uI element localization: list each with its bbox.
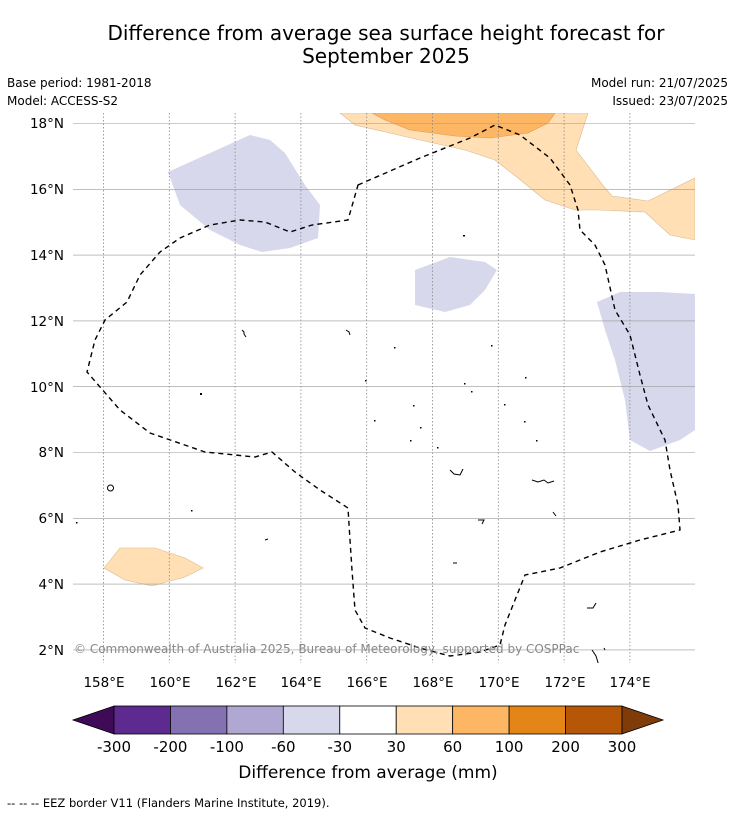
colorbar-box [452,705,510,735]
colorbar-tick-label: -100 [210,738,244,756]
colorbar-box [395,705,454,735]
colorbar-tick-label: 200 [551,738,580,756]
eez-line-symbol: -- -- -- [7,796,40,810]
lon-label: 170°E [478,675,519,691]
colorbar-tick-label: -60 [271,738,296,756]
anomaly-orange-southwest [103,547,204,587]
lon-label: 166°E [346,675,387,691]
model-name: Model: ACCESS-S2 [7,94,119,108]
colorbar-box [170,705,228,735]
title-line-2: September 2025 [302,44,470,68]
lat-labels: 18°N 16°N 14°N 12°N 10°N 8°N 6°N 4°N 2°N [30,116,64,659]
colorbar-extend-high [621,705,665,735]
lon-label: 160°E [149,675,190,691]
lat-label: 14°N [30,248,64,264]
eez-line-label: EEZ border V11 (Flanders Marine Institut… [42,796,330,810]
colorbar-box [565,705,623,735]
model-run: Model run: 21/07/2025 [590,76,728,90]
colorbar-tick-label: -300 [97,738,131,756]
colorbar-boxes [113,705,623,735]
colorbar-box [282,705,341,735]
lon-labels: 158°E 160°E 162°E 164°E 166°E 168°E 170°… [83,675,650,691]
islands [107,329,606,663]
meta-left: Base period: 1981-2018 Model: ACCESS-S2 [7,74,152,110]
anomaly-purple-northwest [168,135,320,252]
lat-label: 4°N [39,577,64,593]
lat-label: 16°N [30,182,64,198]
anomaly-purple-east [597,292,695,451]
lat-label: 8°N [39,445,64,461]
colorbar-box [339,705,397,735]
colorbar: -300 -200 -100 -60 -30 30 60 100 200 300 Differen… [71,705,665,783]
lat-label: 2°N [39,643,64,659]
lon-label: 158°E [83,675,124,691]
graticule [103,113,631,663]
anomaly-orange-north [339,113,695,241]
lat-label: 6°N [39,511,64,527]
map-title: Difference from average sea surface heig… [0,22,736,68]
eez-border [86,124,681,657]
anomaly-purple-center [415,257,497,312]
lon-label: 168°E [412,675,453,691]
copyright-notice: © Commonwealth of Australia 2025, Bureau… [74,642,579,656]
map-area: © Commonwealth of Australia 2025, Bureau… [73,113,695,663]
base-period: Base period: 1981-2018 [7,76,152,90]
lat-label: 12°N [30,314,64,330]
colorbar-tick-label: 60 [443,738,462,756]
graticule-lat [73,123,695,651]
island-dots [76,235,538,524]
lon-label: 172°E [544,675,585,691]
colorbar-box [113,705,171,735]
colorbar-extend-low [71,705,115,735]
title-line-1: Difference from average sea surface heig… [107,21,665,45]
lon-label: 174°E [609,675,650,691]
lon-label: 162°E [215,675,256,691]
lon-label: 164°E [280,675,321,691]
issued-date: Issued: 23/07/2025 [612,94,728,108]
colorbar-tick-label: -200 [153,738,187,756]
colorbar-box [508,705,566,735]
lat-label: 10°N [30,380,64,396]
colorbar-tick-labels: -300 -200 -100 -60 -30 30 60 100 200 300 [97,738,636,756]
colorbar-tick-label: 300 [608,738,637,756]
colorbar-box [226,705,284,735]
colorbar-tick-label: 100 [495,738,524,756]
colorbar-title: Difference from average (mm) [238,763,497,783]
colorbar-tick-label: 30 [387,738,406,756]
colorbar-tick-label: -30 [328,738,353,756]
meta-right: Model run: 21/07/2025 Issued: 23/07/2025 [591,74,728,110]
lat-label: 18°N [30,116,64,132]
legend-footnote: -- -- -- EEZ border V11 (Flanders Marine… [7,796,330,810]
